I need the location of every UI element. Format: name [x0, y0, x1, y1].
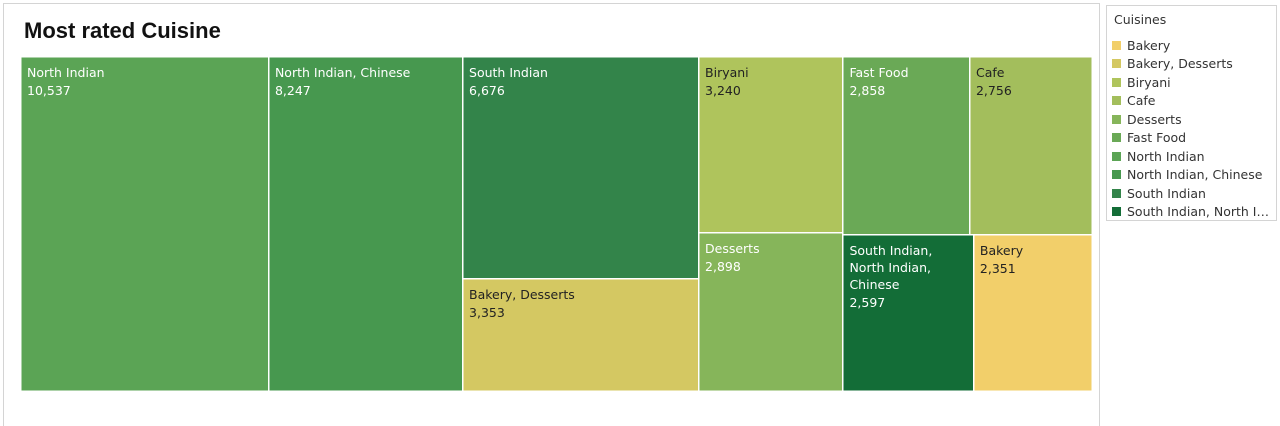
treemap: North Indian 10,537 North Indian, Chinese 8…	[20, 55, 1093, 392]
chart-panel: Most rated Cuisine North Indian 10,537 Nor…	[3, 3, 1100, 426]
cell-value: 6,676	[469, 83, 505, 98]
cell-label: North Indian	[27, 65, 105, 80]
legend-item[interactable]: Biryani	[1112, 73, 1272, 92]
cell-value: 2,597	[849, 294, 886, 310]
cell-label: Biryani	[705, 65, 749, 80]
legend-swatch	[1112, 77, 1121, 87]
cell-value: 2,756	[975, 83, 1012, 98]
cell-label: Desserts	[705, 241, 760, 257]
legend-swatch	[1112, 188, 1121, 198]
legend-label: Bakery	[1127, 37, 1171, 53]
cell-value: 2,858	[849, 83, 886, 98]
legend-item[interactable]: South Indian	[1112, 184, 1272, 203]
cell-value: 3,240	[705, 83, 741, 98]
treemap-cell[interactable]: North Indian, Chinese 8,247	[267, 56, 465, 392]
legend-item[interactable]: North Indian	[1112, 147, 1272, 166]
legend-label: Fast Food	[1127, 130, 1187, 146]
treemap-cell[interactable]: Fast Food 2,858	[842, 56, 971, 236]
legend-label: Bakery, Desserts	[1127, 56, 1233, 72]
treemap-cell[interactable]: Desserts 2,898	[698, 232, 845, 392]
legend-label: South Indian, North In..	[1127, 204, 1272, 220]
legend-item[interactable]: Fast Food	[1112, 129, 1272, 148]
chart-title: Most rated Cuisine	[24, 18, 221, 43]
cell-label: South Indian, North Indian, Chinese	[849, 242, 933, 292]
cell-label: Cafe	[975, 65, 1005, 80]
treemap-cell[interactable]: South Indian, North Indian, Chinese 2,597	[842, 233, 975, 392]
cell-label: North Indian, Chinese	[274, 65, 411, 80]
legend-item[interactable]: Cafe	[1112, 92, 1272, 111]
legend-swatch	[1112, 59, 1121, 69]
legend-swatch	[1112, 170, 1121, 180]
legend-swatch	[1112, 40, 1121, 50]
cell-label: Bakery	[979, 242, 1024, 258]
treemap-cell[interactable]: Cafe 2,756	[968, 56, 1093, 236]
legend: Cuisines Bakery Bakery, Desserts Biryani Ca…	[1106, 5, 1277, 221]
cell-value: 2,898	[705, 259, 741, 275]
legend-list: Bakery Bakery, Desserts Biryani Cafe Dessert…	[1112, 36, 1272, 221]
legend-item[interactable]: South Indian, North In..	[1112, 203, 1272, 222]
cell-label: South Indian	[469, 65, 548, 80]
legend-label: Biryani	[1127, 74, 1171, 90]
cell-value: 10,537	[27, 83, 71, 98]
legend-swatch	[1112, 96, 1121, 106]
legend-item[interactable]: Bakery, Desserts	[1112, 55, 1272, 74]
legend-label: North Indian	[1127, 148, 1205, 164]
cell-value: 8,247	[274, 83, 311, 98]
cell-label: Bakery, Desserts	[469, 287, 575, 303]
legend-label: Cafe	[1127, 93, 1156, 109]
legend-item[interactable]: Bakery	[1112, 36, 1272, 55]
cell-value: 2,351	[979, 260, 1016, 276]
legend-swatch	[1112, 151, 1121, 161]
treemap-cell[interactable]: Bakery, Desserts 3,353	[462, 278, 700, 392]
treemap-cell[interactable]: South Indian 6,676	[462, 55, 700, 281]
treemap-cell[interactable]: Biryani 3,240	[698, 55, 845, 235]
cell-value: 3,353	[469, 305, 505, 321]
legend-swatch	[1112, 114, 1121, 124]
legend-swatch	[1112, 133, 1121, 143]
cell-label: Fast Food	[849, 65, 909, 80]
legend-swatch	[1112, 207, 1121, 217]
legend-label: Desserts	[1127, 111, 1182, 127]
legend-title: Cuisines	[1114, 12, 1167, 27]
treemap-cell[interactable]: Bakery 2,351	[972, 233, 1093, 392]
legend-label: South Indian	[1127, 185, 1206, 201]
treemap-cell[interactable]: North Indian 10,537	[20, 56, 270, 392]
legend-item[interactable]: Desserts	[1112, 110, 1272, 129]
legend-item[interactable]: North Indian, Chinese	[1112, 166, 1272, 185]
legend-label: North Indian, Chinese	[1127, 167, 1263, 183]
